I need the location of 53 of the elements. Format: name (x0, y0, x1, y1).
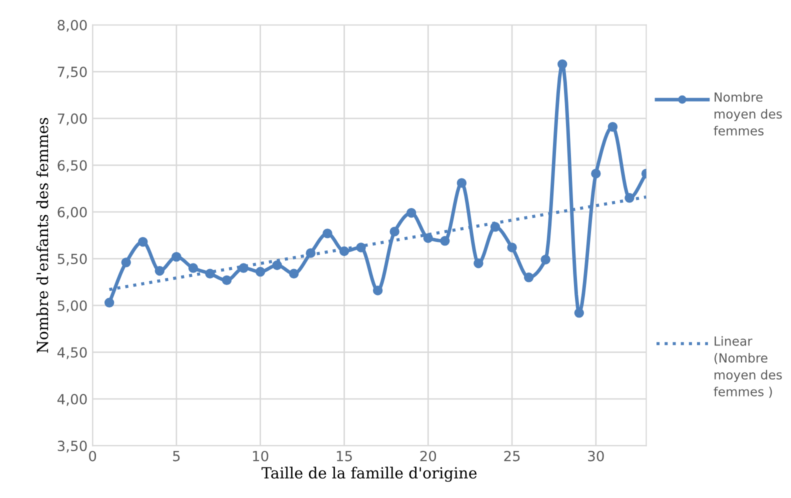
legend-label: Linear (Nombre moyen des femmes ) (714, 336, 782, 398)
point (507, 242, 517, 252)
y-tick-label: 8,00 (58, 20, 87, 32)
point (255, 266, 266, 277)
point (540, 254, 550, 264)
point (138, 236, 148, 247)
point (440, 236, 450, 246)
x-tick-label: 0 (89, 450, 96, 462)
point (356, 242, 366, 252)
point (372, 286, 383, 296)
x-tick-label: 10 (253, 450, 268, 462)
y-tick-label: 6,00 (58, 206, 87, 219)
point (104, 298, 114, 308)
point (339, 246, 350, 256)
point (423, 233, 433, 243)
point (557, 59, 568, 70)
y-tick-label: 5,50 (58, 254, 87, 266)
point (172, 252, 182, 262)
point (390, 226, 400, 236)
point (306, 248, 316, 258)
y-tick-label: 7,00 (58, 113, 87, 126)
point (474, 258, 484, 268)
point (406, 208, 416, 218)
y-tick-label: 4,00 (57, 394, 87, 406)
x-tick-label: 25 (504, 450, 520, 462)
point (121, 258, 131, 268)
point (574, 308, 584, 318)
x-tick-label: 30 (588, 450, 604, 462)
point (188, 263, 198, 273)
point (238, 263, 248, 273)
point (222, 275, 232, 286)
x-tick-label: 5 (173, 451, 180, 462)
point (608, 122, 618, 132)
point (591, 168, 601, 178)
y-tick-label: 6,50 (58, 160, 87, 172)
point (322, 228, 332, 238)
y-tick-label: 7,50 (58, 66, 87, 79)
y-axis-title: Nombre d'enfants des femmes (36, 118, 48, 353)
legend-label: Nombre moyen des femmes (714, 92, 782, 136)
point (524, 272, 534, 282)
y-tick-label: 3,50 (58, 440, 87, 453)
x-tick-label: 20 (420, 450, 436, 462)
y-tick-label: 4,50 (57, 347, 87, 360)
y-tick-label: 5,00 (58, 300, 87, 312)
point (205, 268, 215, 279)
point (456, 178, 467, 188)
point (624, 193, 634, 203)
x-tick-label: 15 (336, 451, 352, 462)
point (154, 266, 165, 276)
x-axis-title: Taille de la famille d'origine (262, 466, 477, 482)
point (289, 268, 299, 279)
point (272, 260, 282, 270)
point (490, 222, 500, 232)
